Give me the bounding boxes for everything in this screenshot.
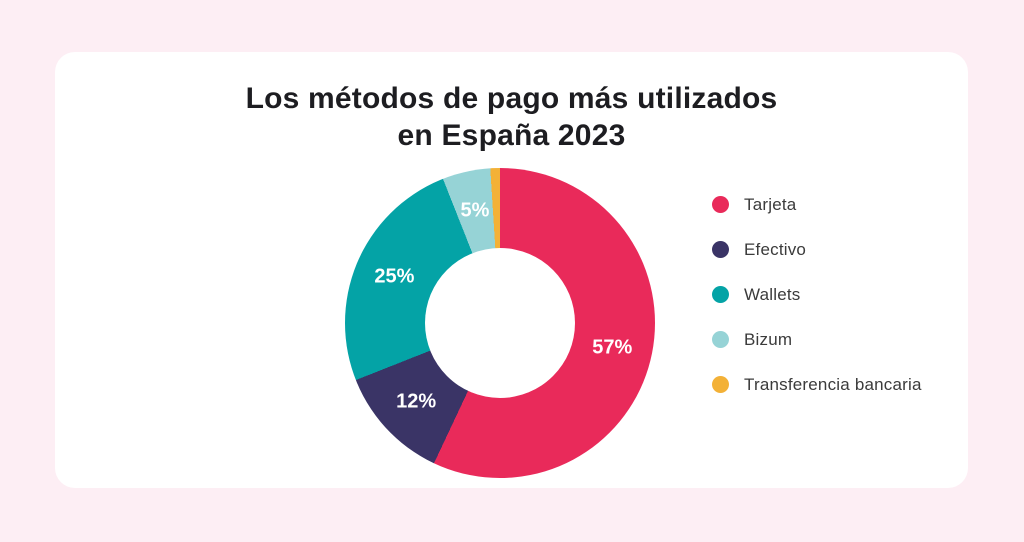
slice-label: 12% [396, 390, 437, 413]
legend-dot [712, 286, 729, 303]
legend-dot [712, 241, 729, 258]
legend-label: Bizum [744, 329, 793, 349]
legend-label: Transferencia bancaria [744, 374, 922, 394]
chart-card: Los métodos de pago más utilizados en Esp… [55, 52, 968, 488]
legend-item-efectivo: Efectivo [712, 239, 922, 259]
slice-label: 57% [592, 336, 633, 359]
legend-label: Wallets [744, 284, 801, 304]
legend-label: Efectivo [744, 239, 807, 259]
legend-item-tarjeta: Tarjeta [712, 194, 922, 214]
legend-dot [712, 331, 729, 348]
legend: Tarjeta Efectivo Wallets Bizum Transfere… [712, 194, 922, 394]
chart-title: Los métodos de pago más utilizados en Esp… [55, 80, 968, 154]
legend-item-wallets: Wallets [712, 284, 922, 304]
legend-item-transferencia-bancaria: Transferencia bancaria [712, 374, 922, 394]
legend-item-bizum: Bizum [712, 329, 922, 349]
legend-dot [712, 376, 729, 393]
chart-title-line1: Los métodos de pago más utilizados [245, 82, 778, 115]
legend-label: Tarjeta [744, 194, 797, 214]
chart-title-line2: en España 2023 [397, 119, 626, 152]
donut-hole [425, 248, 575, 398]
slice-label: 25% [374, 265, 415, 288]
slice-label: 5% [460, 199, 490, 222]
legend-dot [712, 196, 729, 213]
donut-chart: 57% 12% 25% 5% [345, 168, 655, 478]
